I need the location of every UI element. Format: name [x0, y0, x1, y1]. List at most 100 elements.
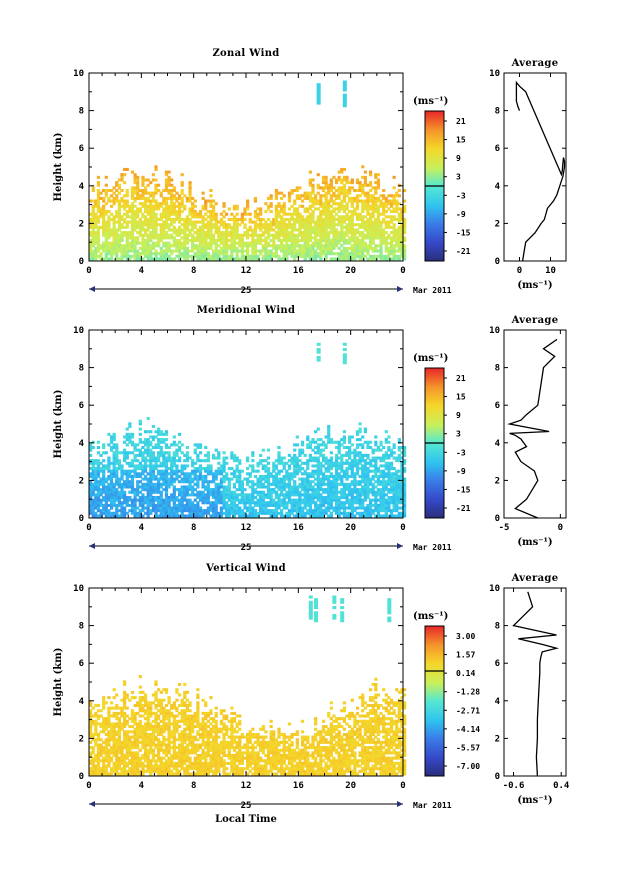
heatmap-cell	[392, 498, 396, 502]
heatmap-cell	[175, 217, 179, 221]
heatmap-cell	[128, 472, 132, 476]
heatmap-cell	[102, 485, 106, 489]
heatmap-cell	[355, 472, 360, 476]
heatmap-cell	[282, 467, 286, 471]
heatmap-cell	[379, 194, 383, 198]
heatmap-cell	[164, 514, 169, 518]
heatmap-cell	[246, 199, 250, 203]
heatmap-cell	[96, 488, 101, 492]
heatmap-cell	[246, 257, 250, 261]
heatmap-cell	[204, 254, 208, 258]
heatmap-cell	[314, 451, 318, 455]
heatmap-cell	[125, 474, 129, 478]
heatmap-cell	[298, 482, 302, 486]
heatmap-cell	[149, 199, 153, 203]
heatmap-cell	[133, 503, 137, 507]
heatmap-cell	[324, 225, 328, 229]
heatmap-cell	[261, 501, 265, 505]
heatmap-cell	[94, 485, 98, 489]
heatmap-cell	[251, 490, 255, 494]
heatmap-cell	[366, 196, 370, 200]
heatmap-cell	[324, 477, 328, 481]
heatmap-cell	[293, 239, 297, 243]
heatmap-cell	[128, 207, 132, 211]
heatmap-cell	[102, 225, 106, 229]
heatmap-cell	[170, 257, 174, 261]
heatmap-cell	[143, 482, 148, 486]
heatmap-cell	[196, 482, 200, 486]
heatmap-cell	[177, 440, 182, 444]
heatmap-cell	[272, 488, 276, 492]
heatmap-cell	[162, 474, 166, 478]
heatmap-cell	[253, 509, 258, 513]
heatmap-cell	[151, 490, 156, 494]
heatmap-cell	[193, 472, 197, 476]
heatmap-cell	[180, 496, 184, 500]
heatmap-cell	[397, 239, 401, 243]
heatmap-cell	[269, 239, 273, 243]
heatmap-cell	[316, 451, 320, 455]
heatmap-cell	[361, 257, 365, 261]
heatmap-cell	[175, 191, 179, 195]
heatmap-cell	[96, 244, 101, 248]
heatmap-cell	[368, 244, 373, 248]
heatmap-cell	[277, 503, 281, 507]
heatmap-cell	[337, 210, 341, 214]
heatmap-cell	[340, 257, 344, 261]
heatmap-cell	[193, 482, 197, 486]
heatmap-cell	[345, 254, 349, 258]
heatmap-cell	[209, 233, 213, 237]
heatmap-cell	[151, 246, 156, 250]
heatmap-cell	[277, 480, 281, 484]
heatmap-cell	[133, 215, 137, 219]
heatmap-cell	[358, 503, 362, 507]
heatmap-cell	[350, 215, 354, 219]
heatmap-cell	[162, 225, 166, 229]
heatmap-cell	[157, 252, 161, 256]
heatmap-cell	[115, 196, 119, 200]
heatmap-cell	[285, 217, 289, 221]
heatmap-cell	[287, 488, 292, 492]
heatmap-cell	[298, 467, 302, 471]
heatmap-cell	[198, 228, 203, 232]
heatmap-cell	[334, 501, 339, 505]
heatmap-cell	[225, 493, 229, 497]
heatmap-cell	[172, 480, 176, 484]
heatmap-cell	[324, 511, 328, 515]
heatmap-cell	[115, 503, 119, 507]
heatmap-cell	[227, 223, 231, 227]
heatmap-cell	[300, 217, 305, 221]
heatmap-cell	[337, 170, 341, 174]
heatmap-cell	[214, 212, 218, 216]
heatmap-cell	[99, 252, 103, 256]
heatmap-cell	[350, 474, 354, 478]
heatmap-cell	[198, 493, 203, 497]
heatmap-cell	[298, 498, 302, 502]
heatmap-cell	[102, 231, 106, 235]
heatmap-cell	[303, 477, 307, 481]
heatmap-cell	[214, 514, 218, 518]
heatmap-cell	[170, 249, 174, 253]
heatmap-cell	[183, 225, 187, 229]
heatmap-cell	[353, 210, 357, 214]
heatmap-cell	[217, 472, 221, 476]
heatmap-cell	[120, 244, 124, 248]
heatmap-cell	[175, 459, 179, 463]
heatmap-cell	[387, 223, 391, 227]
heatmap-cell	[125, 501, 129, 505]
heatmap-cell	[96, 231, 101, 235]
heatmap-cell	[172, 194, 176, 198]
heatmap-cell	[376, 514, 381, 518]
heatmap-cell	[154, 498, 158, 502]
heatmap-cell	[167, 183, 171, 187]
heatmap-cell	[366, 233, 370, 237]
heatmap-cell	[363, 170, 367, 174]
heatmap-cell	[225, 239, 229, 243]
heatmap-cell	[107, 496, 111, 500]
heatmap-cell	[172, 485, 176, 489]
heatmap-cell	[162, 244, 166, 248]
heatmap-cell	[235, 503, 239, 507]
heatmap-cell	[201, 477, 205, 481]
heatmap-cell	[264, 509, 268, 513]
heatmap-cell	[379, 459, 383, 463]
